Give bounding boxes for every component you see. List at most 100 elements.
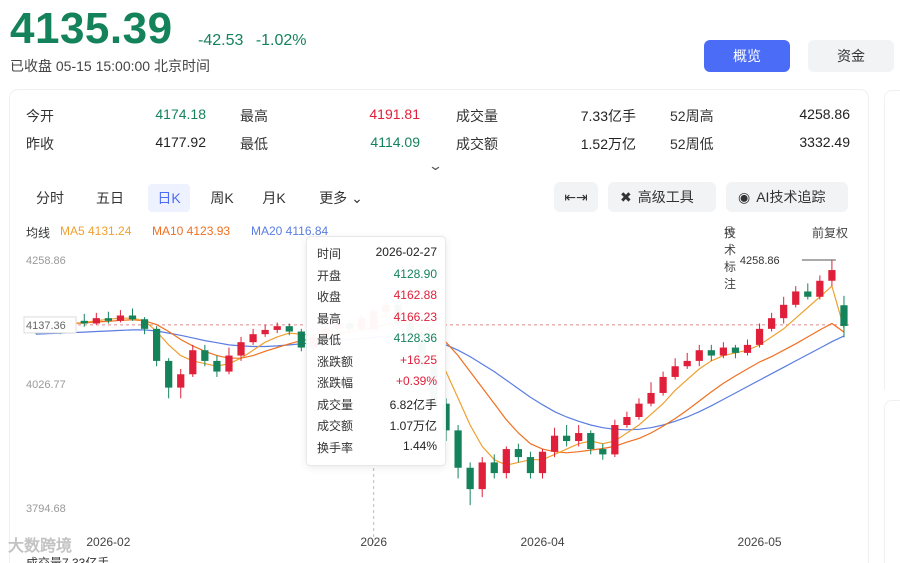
- price-change: -42.53 -1.02%: [198, 32, 315, 50]
- x-axis-tick-label: 2026-02: [86, 535, 130, 549]
- stat-label-open: 今开: [26, 108, 54, 124]
- candle-body: [80, 320, 88, 324]
- tooltip-row: 成交额 1.07万亿: [317, 417, 437, 435]
- candle-body: [153, 328, 161, 361]
- tab-more-label: 更多: [319, 190, 348, 206]
- tab-weekly-k[interactable]: 周K: [210, 190, 234, 206]
- advanced-tools-button[interactable]: ✖ 高级工具: [608, 182, 716, 212]
- candle-body: [273, 326, 281, 330]
- tooltip-value: 4128.90: [393, 266, 437, 281]
- candle-body: [526, 457, 535, 474]
- side-panel-edge: [884, 90, 900, 390]
- status-text: 已收盘: [10, 58, 52, 74]
- stat-label-high: 最高: [240, 108, 268, 124]
- candle-body: [514, 449, 522, 458]
- width-toggle-button[interactable]: ⇤⇥: [554, 182, 598, 212]
- candle-body: [116, 315, 125, 321]
- tooltip-value: +16.25: [399, 352, 437, 367]
- candle-body: [237, 342, 245, 356]
- candle-body: [731, 347, 740, 353]
- candle-body: [743, 344, 752, 353]
- candle-body: [719, 347, 727, 356]
- candle-body: [755, 328, 764, 345]
- stat-value-low: 4114.09: [370, 134, 420, 150]
- tooltip-key: 收盘: [317, 290, 342, 304]
- candle-body: [538, 451, 547, 474]
- index-price: 4135.39: [10, 4, 173, 53]
- tooltip-value: +0.39%: [395, 374, 437, 388]
- ai-tracking-label: AI技术追踪: [756, 189, 826, 205]
- candle-body: [599, 449, 607, 455]
- y-axis-tick-label: 3794.68: [26, 503, 66, 515]
- tab-more[interactable]: 更多 ⌄: [314, 184, 368, 212]
- candle-body: [177, 374, 185, 388]
- candle-body: [285, 326, 293, 332]
- candle-body: [683, 360, 691, 367]
- candle-body: [635, 403, 643, 418]
- funds-tab-button[interactable]: 资金: [808, 40, 894, 72]
- ai-tracking-button[interactable]: ◉ AI技术追踪: [726, 182, 848, 212]
- candle-body: [165, 360, 173, 388]
- ma10-value: MA10 4123.93: [152, 224, 231, 238]
- candle-tooltip: 时间 2026-02-27 开盘 4128.90 收盘 4162.88 最高 4166.23 最…: [306, 236, 446, 466]
- stat-label-52w-low: 52周低: [670, 136, 714, 152]
- stat-value-volume: 7.33亿手: [580, 108, 636, 124]
- tooltip-row: 开盘 4128.90: [317, 267, 437, 285]
- y-axis-tick-label: 4026.77: [26, 379, 66, 391]
- stat-value-52w-low: 3332.49: [799, 134, 850, 150]
- candle-body: [550, 435, 559, 452]
- tooltip-key: 成交量: [317, 397, 354, 412]
- stat-value-open: 4174.18: [155, 106, 206, 122]
- stat-value-prev-close: 4177.92: [155, 134, 206, 150]
- ma-label: 均线: [26, 226, 51, 240]
- x-axis-tick-label: 2026-04: [520, 535, 564, 549]
- tooltip-value: 2026-02-27: [375, 245, 437, 259]
- stat-label-volume: 成交量: [456, 108, 498, 124]
- crosshair-y-label-box: [23, 316, 77, 334]
- y-axis-tick-label: 4258.86: [26, 255, 66, 267]
- tooltip-key: 最低: [317, 333, 342, 347]
- candle-body: [140, 319, 149, 329]
- tooltip-key: 成交额: [317, 419, 354, 433]
- candle-body: [707, 350, 715, 356]
- candle-body: [659, 376, 667, 393]
- candle-body: [816, 280, 824, 297]
- tab-daily-k[interactable]: 日K: [148, 184, 190, 212]
- candle-body: [575, 433, 583, 442]
- tab-five-day[interactable]: 五日: [96, 190, 124, 206]
- tooltip-key: 开盘: [317, 268, 342, 283]
- tooltip-row: 换手率 1.44%: [317, 439, 437, 457]
- candle-body: [201, 350, 209, 361]
- x-axis-tick-label: 2026-05: [738, 535, 782, 549]
- candle-body: [623, 417, 631, 426]
- max-value-label: 4258.86: [740, 255, 780, 267]
- candle-body: [466, 467, 474, 490]
- tooltip-row: 时间 2026-02-27: [317, 245, 437, 263]
- candle-body: [768, 318, 776, 329]
- tab-intraday[interactable]: 分时: [36, 190, 64, 206]
- tooltip-value: 4166.23: [393, 309, 437, 324]
- ma20-value: MA20 4116.84: [251, 224, 329, 238]
- side-panel-edge-lower: [884, 400, 900, 563]
- tooltip-value: 4128.36: [393, 331, 437, 345]
- ma-legend: 均线 MA5 4131.24 MA10 4123.93 MA20 4116.84…: [26, 224, 856, 291]
- candle-body: [780, 304, 788, 319]
- ma5-value: MA5 4131.24: [60, 224, 132, 238]
- candle-body: [792, 291, 800, 305]
- status-timezone: 北京时间: [153, 58, 210, 74]
- quote-header: 4135.39 -42.53 -1.02% 已收盘 05-15 15:00:00…: [10, 4, 894, 84]
- stat-label-prev-close: 昨收: [26, 136, 54, 152]
- candle-body: [502, 449, 510, 474]
- crosshair-y-label: 4137.36: [26, 320, 66, 332]
- candle-body: [104, 318, 112, 321]
- tooltip-value: 6.82亿手: [389, 397, 437, 412]
- candle-body: [128, 315, 137, 320]
- candle-body: [647, 392, 655, 404]
- arrows-horizontal-icon: ⇤⇥: [564, 189, 588, 205]
- stat-label-turnover: 成交额: [456, 136, 498, 152]
- chevron-down-icon[interactable]: ⌄: [427, 158, 444, 173]
- adjust-mode-toggle[interactable]: 前复权: [812, 226, 849, 240]
- overview-tab-button[interactable]: 概览: [704, 40, 790, 72]
- candle-body: [611, 425, 619, 455]
- tab-monthly-k[interactable]: 月K: [262, 190, 286, 206]
